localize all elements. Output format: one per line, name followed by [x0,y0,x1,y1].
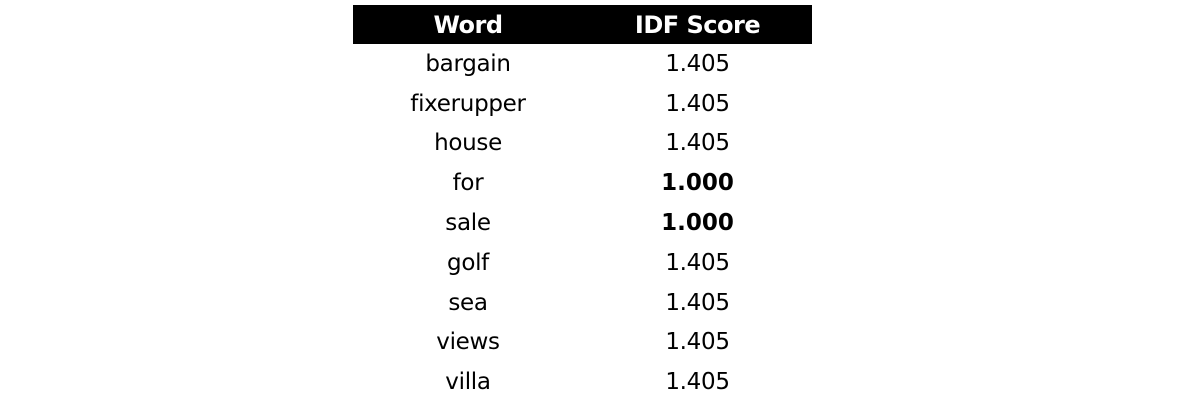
idf-score-cell: 1.405 [665,249,730,276]
table-row: house 1.405 [353,124,812,164]
table-row: fixerupper 1.405 [353,84,812,124]
table-header: Word IDF Score [353,5,812,44]
word-cell: sale [445,210,491,237]
table-row: sea 1.405 [353,283,812,323]
word-cell: house [434,130,502,157]
table-row: for 1.000 [353,163,812,203]
table-row: views 1.405 [353,323,812,363]
table-row: golf 1.405 [353,243,812,283]
column-header-idf-score: IDF Score [634,10,761,39]
table-row: bargain 1.405 [353,44,812,84]
word-cell: golf [447,249,489,276]
table-row: sale 1.000 [353,203,812,243]
idf-score-cell: 1.000 [661,210,734,237]
idf-score-cell: 1.405 [665,329,730,356]
word-cell: views [436,329,500,356]
idf-score-table: Word IDF Score bargain 1.405 fixerupper 1.4… [353,5,812,402]
word-cell: for [452,170,484,197]
table-body: bargain 1.405 fixerupper 1.405 house 1.405 for… [353,44,812,402]
idf-score-cell: 1.000 [661,170,734,197]
word-cell: villa [445,369,491,396]
idf-score-cell: 1.405 [665,369,730,396]
idf-score-cell: 1.405 [665,90,730,117]
idf-score-cell: 1.405 [665,50,730,77]
idf-score-cell: 1.405 [665,289,730,316]
idf-score-cell: 1.405 [665,130,730,157]
table-row: villa 1.405 [353,362,812,402]
word-cell: fixerupper [410,90,526,117]
header-row: Word IDF Score [353,5,812,44]
word-cell: sea [448,289,488,316]
column-header-word: Word [433,10,503,39]
word-cell: bargain [425,50,511,77]
